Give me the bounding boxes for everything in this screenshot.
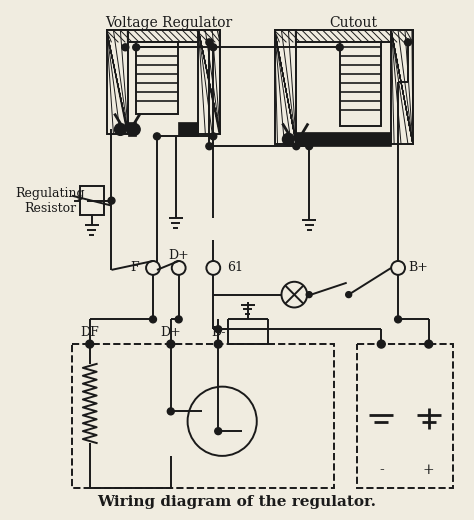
Circle shape: [282, 282, 307, 307]
Circle shape: [108, 197, 115, 204]
Circle shape: [175, 316, 182, 323]
Bar: [274, 31, 296, 144]
Text: D+: D+: [168, 249, 189, 262]
Bar: [80, 186, 104, 215]
Circle shape: [154, 133, 160, 140]
Circle shape: [395, 316, 401, 323]
Bar: [107, 31, 220, 42]
Circle shape: [172, 261, 186, 275]
Circle shape: [206, 143, 213, 150]
Circle shape: [210, 44, 217, 51]
Circle shape: [128, 123, 140, 135]
Bar: [199, 31, 220, 134]
Text: -: -: [379, 463, 383, 477]
Text: B+: B+: [408, 262, 428, 275]
Circle shape: [293, 143, 300, 150]
Circle shape: [167, 408, 174, 415]
Circle shape: [206, 261, 220, 275]
Text: Cutout: Cutout: [329, 16, 378, 30]
Bar: [136, 42, 178, 113]
Circle shape: [215, 427, 222, 435]
Bar: [340, 42, 381, 126]
Circle shape: [122, 44, 129, 51]
Text: D-: D-: [211, 326, 226, 339]
Bar: [72, 344, 334, 488]
Text: Wiring diagram of the regulator.: Wiring diagram of the regulator.: [98, 496, 376, 510]
Circle shape: [210, 133, 217, 140]
Text: D+: D+: [160, 326, 181, 339]
Bar: [128, 123, 136, 136]
Bar: [296, 133, 391, 146]
Circle shape: [167, 340, 175, 348]
Bar: [391, 31, 413, 144]
Circle shape: [346, 292, 352, 297]
Circle shape: [306, 143, 313, 150]
Circle shape: [283, 133, 294, 145]
Text: +: +: [423, 463, 435, 477]
Bar: [107, 31, 128, 134]
Text: Regulating
Resistor: Regulating Resistor: [15, 187, 85, 215]
Circle shape: [206, 39, 213, 46]
Circle shape: [377, 340, 385, 348]
Text: DF: DF: [81, 326, 99, 339]
Circle shape: [149, 316, 156, 323]
Circle shape: [214, 340, 222, 348]
Circle shape: [296, 133, 308, 145]
Text: F: F: [130, 262, 139, 275]
Circle shape: [425, 340, 433, 348]
Circle shape: [133, 44, 140, 51]
Circle shape: [337, 44, 343, 51]
Circle shape: [86, 340, 94, 348]
Circle shape: [404, 39, 411, 46]
Circle shape: [306, 292, 312, 297]
Circle shape: [114, 123, 126, 135]
Bar: [274, 31, 413, 42]
Circle shape: [391, 261, 405, 275]
Text: Voltage Regulator: Voltage Regulator: [105, 16, 232, 30]
Text: 61: 61: [227, 262, 243, 275]
Circle shape: [215, 326, 222, 333]
Bar: [356, 344, 454, 488]
Circle shape: [146, 261, 160, 275]
Bar: [178, 123, 199, 136]
Circle shape: [188, 387, 257, 456]
